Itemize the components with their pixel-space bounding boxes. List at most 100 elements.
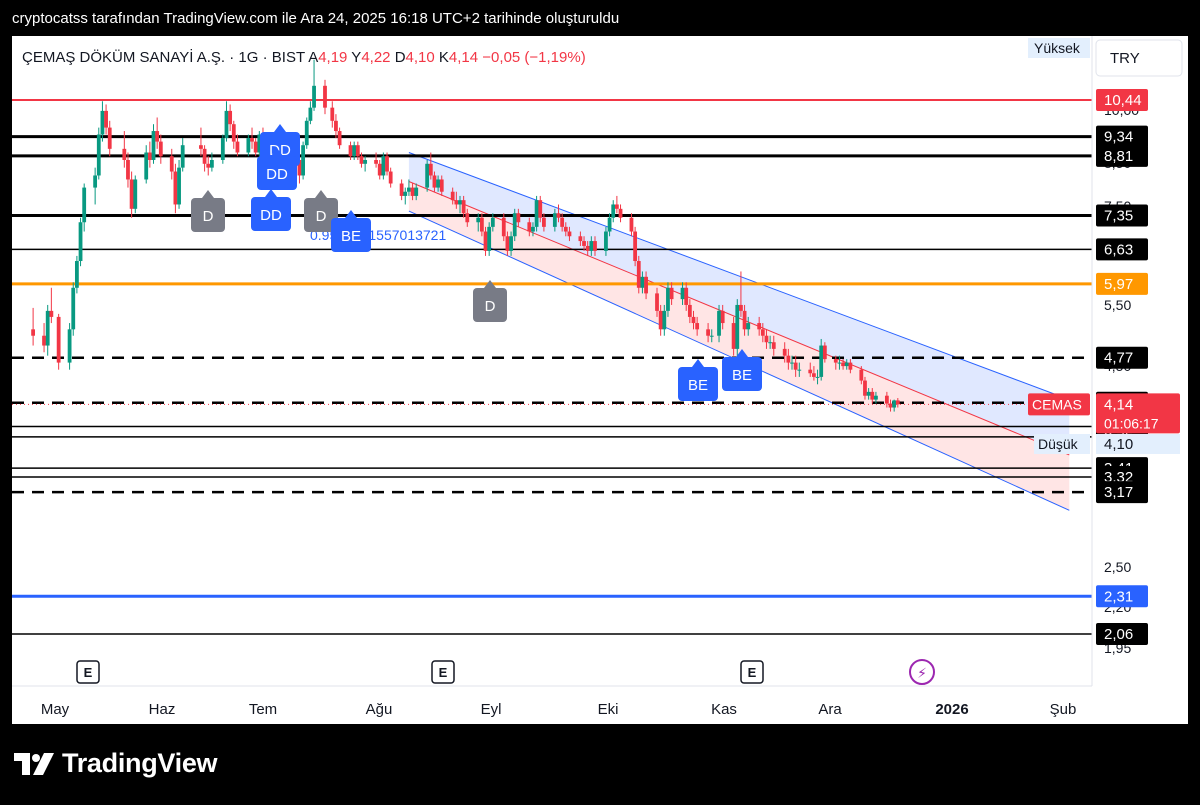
candle[interactable]: [870, 388, 875, 404]
candle[interactable]: [614, 195, 619, 214]
level-tag[interactable]: 3,17: [1096, 481, 1148, 504]
candle[interactable]: [432, 171, 437, 192]
candle[interactable]: [96, 127, 101, 180]
level-tag[interactable]: 10,44: [1096, 89, 1148, 111]
candle[interactable]: [337, 127, 342, 149]
candle[interactable]: [301, 141, 306, 180]
candle[interactable]: [403, 187, 408, 205]
candle[interactable]: [374, 152, 378, 168]
candle[interactable]: [144, 145, 149, 184]
candle[interactable]: [308, 101, 313, 125]
candle[interactable]: [246, 134, 251, 157]
candle[interactable]: [82, 183, 87, 232]
candle[interactable]: [399, 179, 404, 201]
candle[interactable]: [388, 167, 393, 188]
candle[interactable]: [209, 152, 214, 172]
candle[interactable]: [228, 104, 233, 132]
candle[interactable]: [304, 117, 309, 149]
candle[interactable]: [607, 213, 612, 237]
candle[interactable]: [490, 213, 495, 232]
pattern-label-d[interactable]: D: [304, 190, 338, 232]
currency-box[interactable]: [1095, 39, 1183, 77]
candle[interactable]: [107, 120, 112, 157]
candle[interactable]: [479, 213, 484, 237]
candle[interactable]: [534, 195, 539, 232]
candle[interactable]: [560, 213, 565, 232]
candle[interactable]: [797, 362, 802, 377]
candle[interactable]: [42, 323, 46, 353]
candle[interactable]: [461, 195, 466, 218]
candle[interactable]: [501, 213, 506, 242]
candle[interactable]: [819, 338, 824, 381]
candle[interactable]: [352, 141, 357, 160]
candle[interactable]: [611, 200, 616, 223]
candle[interactable]: [874, 391, 878, 404]
earnings-marker[interactable]: E: [431, 660, 455, 684]
candle[interactable]: [808, 362, 813, 377]
candle[interactable]: [680, 282, 685, 305]
candle[interactable]: [363, 156, 368, 172]
candle[interactable]: [739, 271, 743, 317]
level-tag[interactable]: 6,63: [1096, 238, 1148, 261]
candle[interactable]: [582, 236, 586, 251]
candle[interactable]: [593, 236, 597, 256]
candle[interactable]: [250, 127, 254, 149]
candle[interactable]: [793, 355, 798, 377]
candle[interactable]: [618, 204, 623, 223]
candle[interactable]: [45, 304, 50, 356]
candle[interactable]: [512, 208, 517, 242]
candle[interactable]: [71, 282, 76, 336]
candle[interactable]: [509, 231, 513, 256]
candle[interactable]: [436, 175, 440, 192]
candle[interactable]: [323, 79, 327, 115]
candle[interactable]: [757, 316, 762, 336]
candle[interactable]: [231, 120, 236, 149]
candle[interactable]: [717, 304, 721, 343]
candle[interactable]: [895, 398, 900, 408]
candle[interactable]: [822, 342, 827, 363]
level-tag[interactable]: 4,77: [1096, 346, 1148, 369]
candle[interactable]: [78, 217, 83, 267]
flash-marker[interactable]: ⚡: [909, 659, 935, 685]
candle[interactable]: [720, 304, 725, 330]
candle[interactable]: [505, 231, 510, 256]
candle[interactable]: [155, 117, 160, 149]
candle[interactable]: [578, 231, 583, 246]
candle[interactable]: [49, 287, 54, 324]
candle[interactable]: [662, 304, 667, 336]
candle[interactable]: [235, 134, 240, 157]
candle[interactable]: [74, 255, 79, 294]
candle[interactable]: [334, 114, 338, 139]
candle[interactable]: [888, 399, 893, 412]
candle[interactable]: [837, 355, 842, 370]
candle[interactable]: [786, 348, 791, 370]
candle[interactable]: [487, 222, 492, 256]
candle[interactable]: [330, 101, 335, 128]
candle[interactable]: [884, 391, 889, 408]
pattern-label-dd[interactable]: DD: [251, 189, 291, 231]
candle[interactable]: [760, 323, 765, 343]
candle[interactable]: [640, 271, 645, 294]
candle[interactable]: [567, 226, 572, 242]
candle[interactable]: [465, 208, 470, 227]
candle[interactable]: [735, 299, 740, 356]
candle[interactable]: [542, 213, 546, 232]
candle[interactable]: [224, 101, 229, 142]
candle[interactable]: [147, 141, 152, 168]
candle[interactable]: [841, 359, 845, 370]
candle[interactable]: [709, 329, 714, 343]
candle[interactable]: [563, 222, 568, 237]
candle[interactable]: [385, 152, 389, 176]
candle[interactable]: [531, 222, 535, 237]
earnings-marker[interactable]: E: [76, 660, 100, 684]
level-tag[interactable]: 8,81: [1096, 144, 1148, 167]
candle[interactable]: [764, 329, 769, 349]
candle[interactable]: [199, 127, 203, 157]
candle[interactable]: [742, 304, 747, 336]
candle[interactable]: [691, 310, 696, 330]
candle[interactable]: [93, 167, 98, 205]
pattern-label-be[interactable]: BE: [678, 359, 718, 401]
candle[interactable]: [863, 376, 867, 400]
candle[interactable]: [658, 304, 663, 336]
candle[interactable]: [169, 148, 174, 180]
